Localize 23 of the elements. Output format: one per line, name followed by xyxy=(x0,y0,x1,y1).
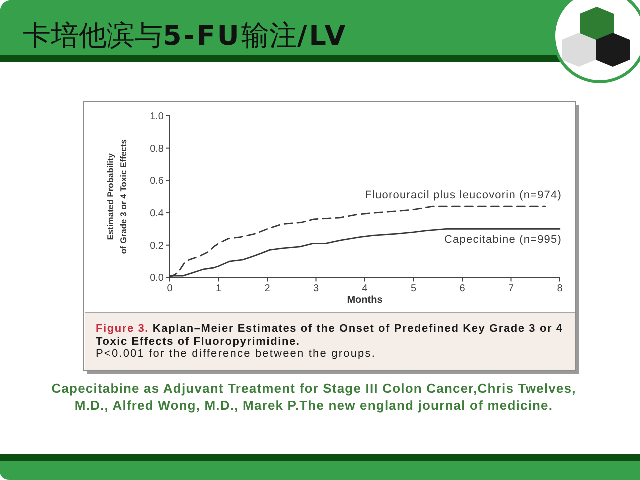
caption: Figure 3. Kaplan–Meier Estimates of the Onset of Predefined Key Grade 3 or 4 Toxic Effects of Fluoropyrimidine. xyxy=(96,323,564,348)
x-tick-label: 3 xyxy=(313,284,320,295)
x-tick-label: 6 xyxy=(460,284,466,295)
x-axis-title: Months xyxy=(347,295,384,306)
y-tick-label: 0.8 xyxy=(150,144,164,155)
y-axis-title: Estimated Probability of Grade 3 or 4 Toxic Effects xyxy=(106,139,128,254)
x-tick-label: 8 xyxy=(557,284,564,295)
text: Capecitabine as Adjuvant Treatment for Stage III Colon Cancer,Chris Twelves, M.D., Alfred Wong, M.D., Marek P.The new england journal of medicine. xyxy=(52,381,576,413)
y-tick-label: 0.2 xyxy=(150,240,164,252)
series-label: Capecitabine (n=995) xyxy=(444,234,562,246)
chart-title: 卡培他滨与5-FU输注/LV xyxy=(23,19,348,52)
x-tick-label: 0 xyxy=(167,284,174,295)
x-tick-label: 1 xyxy=(216,284,222,295)
text: P<0.001 for the difference between the groups. xyxy=(96,348,376,360)
y-tick-label: 0.0 xyxy=(150,273,164,284)
y-tick-label: 0.4 xyxy=(150,208,164,220)
y-tick-label: 1.0 xyxy=(150,112,164,122)
y-tick-label: 0.6 xyxy=(150,176,164,188)
x-tick-label: 7 xyxy=(508,284,514,295)
x-tick-label: 2 xyxy=(264,284,271,295)
series-label: Fluorouracil plus leucovorin (n=974) xyxy=(365,190,562,202)
x-tick-label: 4 xyxy=(362,284,368,295)
x-tick-label: 5 xyxy=(410,284,417,295)
